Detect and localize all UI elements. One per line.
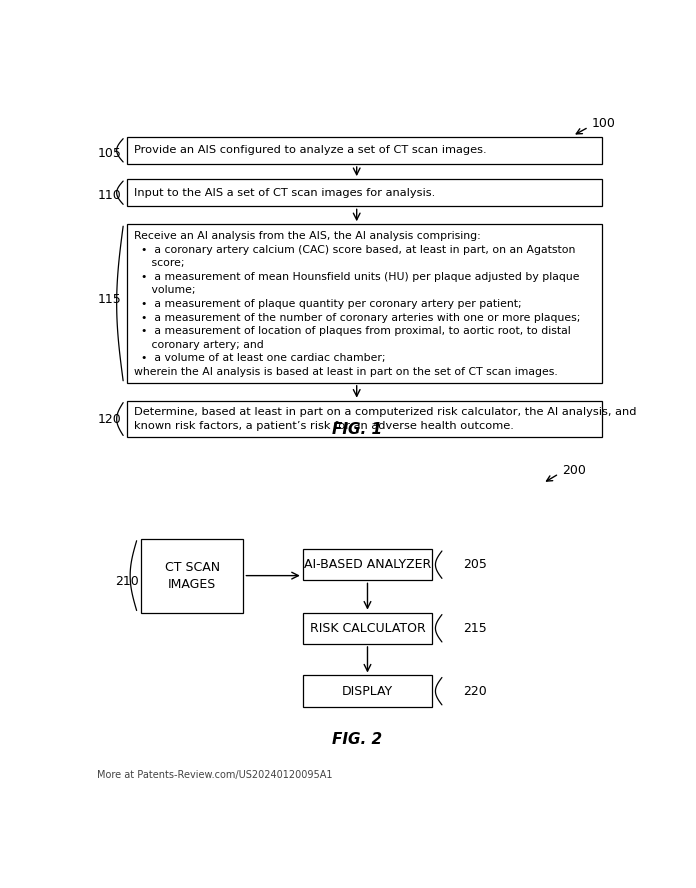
- Text: CT SCAN
IMAGES: CT SCAN IMAGES: [165, 560, 220, 591]
- Text: 205: 205: [464, 559, 487, 571]
- Bar: [303, 549, 432, 581]
- Text: Provide an AIS configured to analyze a set of CT scan images.: Provide an AIS configured to analyze a s…: [134, 146, 487, 155]
- Text: Input to the AIS a set of CT scan images for analysis.: Input to the AIS a set of CT scan images…: [134, 187, 435, 198]
- Text: 110: 110: [97, 189, 122, 202]
- Text: More at Patents-Review.com/US20240120095A1: More at Patents-Review.com/US20240120095…: [97, 770, 332, 781]
- Bar: [127, 137, 602, 164]
- Text: 220: 220: [464, 685, 487, 698]
- Text: 210: 210: [116, 575, 139, 588]
- Text: 100: 100: [592, 117, 615, 131]
- Text: 105: 105: [97, 147, 122, 160]
- Bar: [141, 539, 244, 613]
- Bar: [127, 224, 602, 383]
- Text: Determine, based at least in part on a computerized risk calculator, the AI anal: Determine, based at least in part on a c…: [134, 408, 636, 431]
- Text: RISK CALCULATOR: RISK CALCULATOR: [310, 622, 425, 635]
- Text: 215: 215: [464, 622, 487, 635]
- Text: Receive an AI analysis from the AIS, the AI analysis comprising:
  •  a coronary: Receive an AI analysis from the AIS, the…: [134, 231, 580, 377]
- Bar: [303, 613, 432, 644]
- Text: 115: 115: [97, 293, 122, 305]
- Bar: [303, 676, 432, 707]
- Text: FIG. 2: FIG. 2: [331, 732, 382, 747]
- Bar: [127, 179, 602, 206]
- Bar: [127, 400, 602, 438]
- Text: FIG. 1: FIG. 1: [331, 422, 382, 437]
- Text: DISPLAY: DISPLAY: [342, 685, 393, 698]
- Text: 120: 120: [97, 413, 122, 425]
- Text: 200: 200: [562, 464, 585, 477]
- Text: AI-BASED ANALYZER: AI-BASED ANALYZER: [304, 559, 431, 571]
